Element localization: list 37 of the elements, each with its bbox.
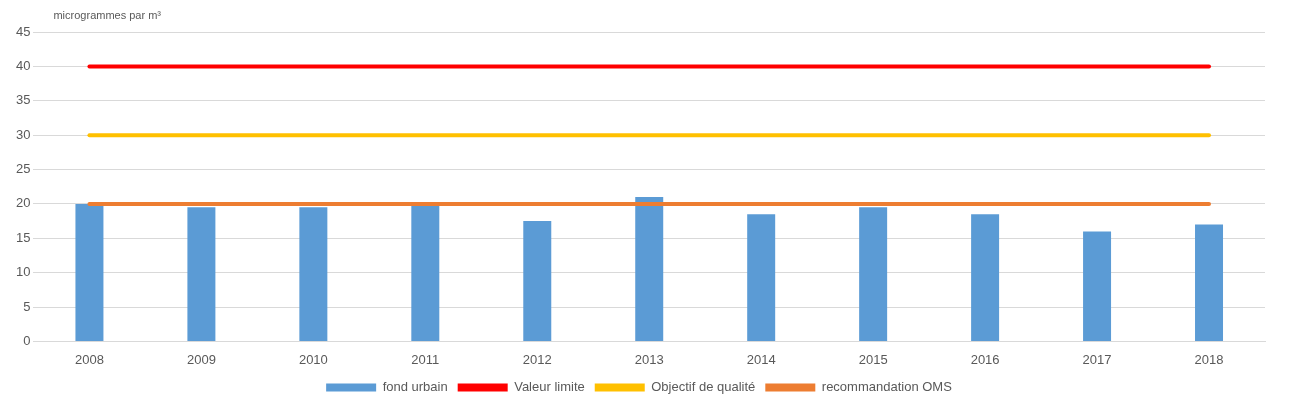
bar xyxy=(523,221,552,341)
y-tick-label: 5 xyxy=(23,298,31,314)
x-tick-label: 2010 xyxy=(298,351,328,367)
x-tick-label: 2011 xyxy=(411,351,440,367)
legend-label: fond urbain xyxy=(382,379,448,395)
legend-label: Valeur limite xyxy=(514,379,585,395)
x-tick-label: 2018 xyxy=(1194,351,1224,367)
bar xyxy=(1195,224,1224,341)
legend-label: recommandation OMS xyxy=(821,379,953,395)
x-tick-label: 2016 xyxy=(970,351,1000,367)
bar xyxy=(411,203,440,341)
x-tick-label: 2009 xyxy=(186,351,216,367)
bar xyxy=(859,207,888,341)
y-tick-label: 40 xyxy=(15,57,31,73)
bar xyxy=(299,207,328,341)
y-tick-label: 10 xyxy=(15,264,31,280)
legend-label: Objectif de qualité xyxy=(651,379,756,395)
y-tick-label: 35 xyxy=(15,92,31,108)
bar xyxy=(75,203,104,341)
y-axis-title: microgrammes par m³ xyxy=(53,8,162,21)
y-tick-label: 0 xyxy=(23,332,31,348)
x-tick-label: 2017 xyxy=(1082,351,1112,367)
x-tick-label: 2008 xyxy=(74,351,104,367)
bar xyxy=(1083,231,1112,341)
bar xyxy=(747,214,776,341)
y-tick-label: 30 xyxy=(15,126,31,142)
bar xyxy=(635,197,664,341)
x-tick-label: 2012 xyxy=(522,351,552,367)
y-tick-label: 25 xyxy=(15,161,31,177)
y-tick-label: 20 xyxy=(15,195,31,211)
bar xyxy=(971,214,1000,341)
bar xyxy=(187,207,216,341)
x-tick-label: 2013 xyxy=(634,351,664,367)
y-tick-label: 15 xyxy=(15,229,31,245)
y-tick-label: 45 xyxy=(15,23,31,39)
x-tick-label: 2014 xyxy=(746,351,776,367)
x-tick-label: 2015 xyxy=(858,351,888,367)
